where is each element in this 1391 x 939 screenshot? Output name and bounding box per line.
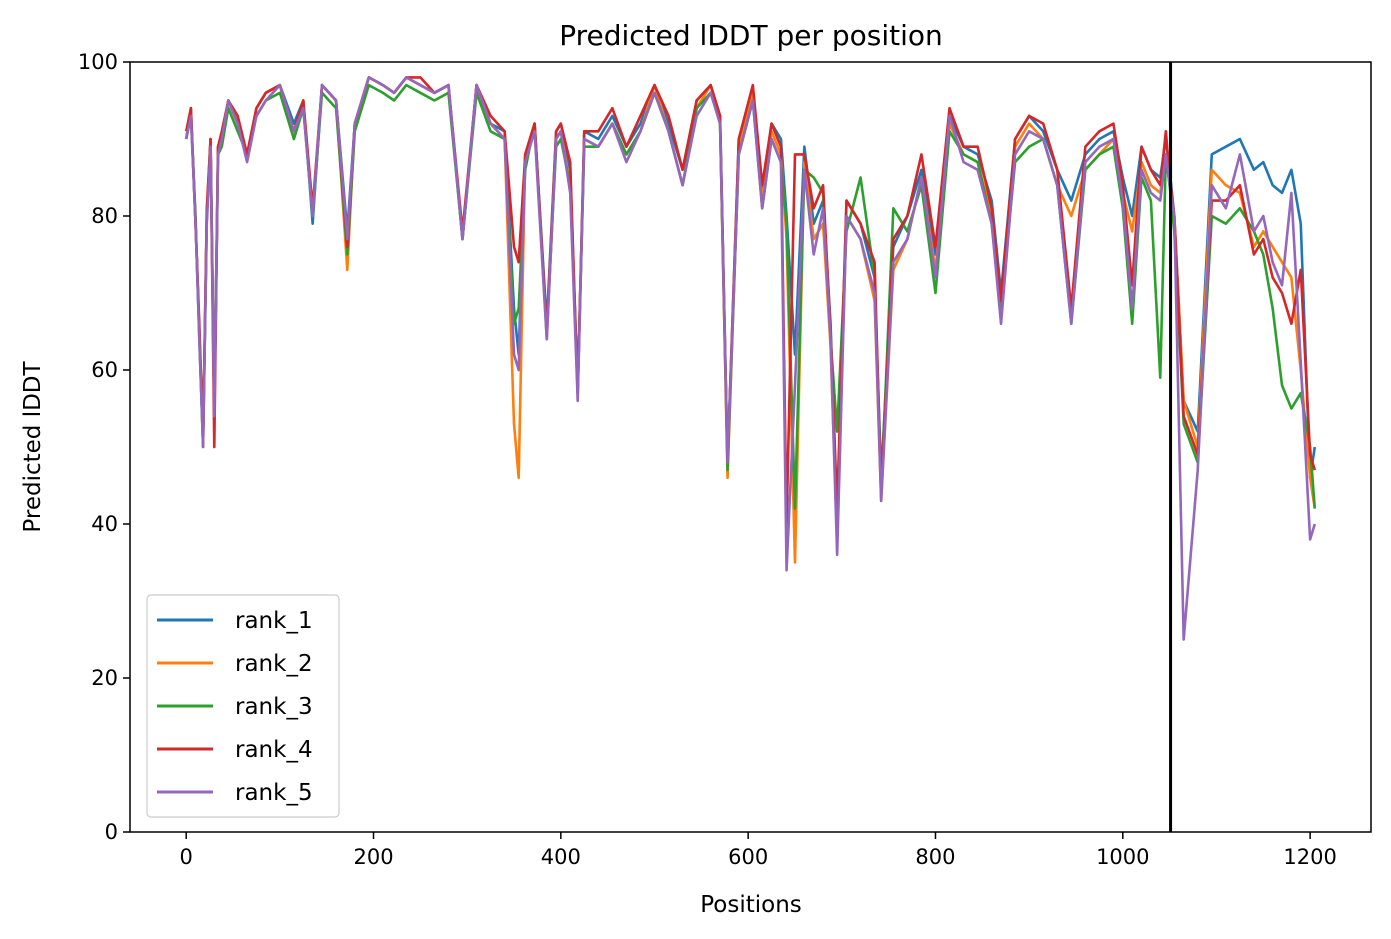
y-tick-label: 60 [91,358,118,382]
legend-items: rank_1 rank_2 rank_3 rank_4 rank_5 [157,608,313,806]
y-tick-label: 80 [91,204,118,228]
legend-label-rank_5: rank_5 [235,780,313,806]
y-axis-ticks: 0 20 40 60 80 100 [78,50,130,844]
x-tick-label: 400 [541,845,581,869]
chart-title: Predicted lDDT per position [559,19,943,52]
legend: rank_1 rank_2 rank_3 rank_4 rank_5 [146,594,340,818]
x-tick-label: 800 [915,845,955,869]
legend-label-rank_2: rank_2 [235,651,313,677]
x-tick-label: 0 [180,845,193,869]
x-tick-label: 200 [353,845,393,869]
y-tick-label: 0 [105,820,118,844]
y-tick-label: 100 [78,50,118,74]
x-axis-ticks: 0 200 400 600 800 1000 1200 [180,832,1337,869]
x-tick-label: 1000 [1096,845,1149,869]
legend-label-rank_3: rank_3 [235,694,313,720]
y-axis-label: Predicted lDDT [20,360,46,532]
y-tick-label: 20 [91,666,118,690]
plot-frame [129,61,1372,833]
series-line-rank_5 [184,76,1317,641]
legend-label-rank_1: rank_1 [235,608,313,634]
legend-box [146,594,340,818]
legend-label-rank_4: rank_4 [235,737,313,763]
x-tick-label: 1200 [1283,845,1336,869]
x-tick-label: 600 [728,845,768,869]
plot-lines [184,76,1317,641]
y-tick-label: 40 [91,512,118,536]
x-axis-label: Positions [700,892,802,918]
